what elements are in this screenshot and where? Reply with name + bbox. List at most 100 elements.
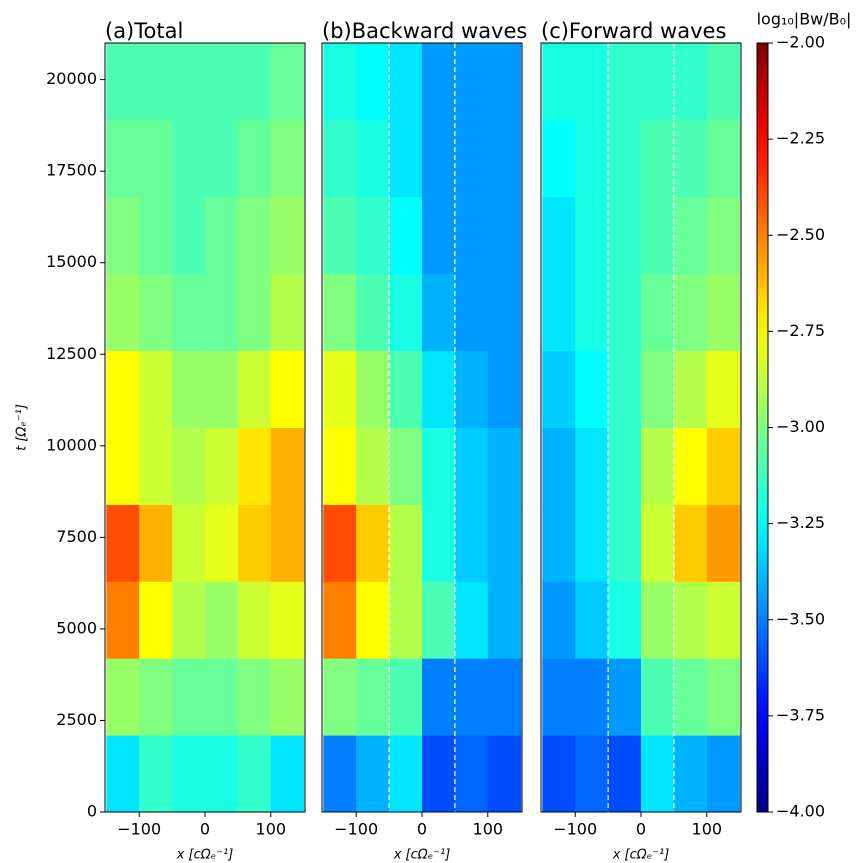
heat-cell bbox=[542, 273, 576, 352]
x-axis-label: x [cΩₑ⁻¹] bbox=[612, 848, 670, 863]
heat-cell bbox=[454, 196, 489, 275]
heat-cell bbox=[454, 581, 489, 659]
colorbar-tick-label: −2.25 bbox=[776, 129, 825, 148]
heat-cell bbox=[575, 504, 609, 582]
heat-cell bbox=[389, 581, 423, 659]
heat-cell bbox=[356, 119, 390, 198]
y-axis-label: t [Ωₑ⁻¹] bbox=[15, 404, 30, 451]
heat-cell bbox=[422, 504, 456, 582]
x-tick-label: −100 bbox=[553, 820, 597, 839]
heat-cell bbox=[641, 658, 675, 736]
panel-title: (c)Forward waves bbox=[541, 19, 726, 43]
heat-cell bbox=[542, 43, 576, 121]
heat-cell bbox=[422, 43, 456, 121]
heat-cell bbox=[323, 273, 357, 352]
heat-cell bbox=[172, 196, 206, 275]
heat-cell bbox=[356, 43, 390, 121]
heat-cell bbox=[356, 504, 390, 582]
heat-cell bbox=[608, 581, 642, 659]
y-tick-label: 0 bbox=[87, 802, 97, 821]
heat-cell bbox=[323, 735, 357, 812]
heat-cell bbox=[454, 119, 489, 198]
heat-cell bbox=[106, 196, 140, 275]
heat-cell bbox=[323, 427, 357, 505]
heat-cell bbox=[487, 581, 522, 659]
heat-cell bbox=[542, 350, 576, 428]
heat-cell bbox=[237, 735, 272, 812]
heat-cell bbox=[389, 43, 423, 121]
heat-cell bbox=[172, 273, 206, 352]
heat-cell bbox=[641, 43, 675, 121]
heat-cell bbox=[389, 427, 423, 505]
y-tick-label: 5000 bbox=[56, 618, 97, 637]
heat-cell bbox=[706, 581, 741, 659]
heat-cell bbox=[608, 735, 642, 812]
heat-cell bbox=[608, 43, 642, 121]
heat-cell bbox=[270, 273, 305, 352]
heat-cell bbox=[673, 504, 708, 582]
heat-cell bbox=[673, 581, 708, 659]
heat-cell bbox=[106, 658, 140, 736]
heat-cell bbox=[542, 735, 576, 812]
heat-cell bbox=[706, 658, 741, 736]
heat-cell bbox=[487, 504, 522, 582]
heat-cell bbox=[356, 581, 390, 659]
heat-cell bbox=[106, 735, 140, 812]
heat-cell bbox=[106, 273, 140, 352]
heat-cell bbox=[205, 735, 239, 812]
heat-cell bbox=[139, 196, 173, 275]
colorbar-tick-label: −3.25 bbox=[776, 513, 825, 532]
heat-cell bbox=[323, 504, 357, 582]
heat-cell bbox=[454, 350, 489, 428]
heat-cell bbox=[575, 350, 609, 428]
heat-cell bbox=[106, 581, 140, 659]
panel: (c)Forward waves −100 0 100 x [cΩₑ⁻¹] bbox=[540, 19, 742, 863]
heat-cell bbox=[575, 119, 609, 198]
heat-cell bbox=[172, 43, 206, 121]
heat-cell bbox=[422, 119, 456, 198]
heat-cell bbox=[673, 658, 708, 736]
heat-cell bbox=[270, 427, 305, 505]
heat-cell bbox=[542, 196, 576, 275]
heat-cell bbox=[106, 504, 140, 582]
heat-cell bbox=[139, 350, 173, 428]
heat-cell bbox=[237, 658, 272, 736]
heat-cell bbox=[106, 427, 140, 505]
heat-cell bbox=[575, 658, 609, 736]
heat-cell bbox=[205, 427, 239, 505]
heat-cell bbox=[356, 735, 390, 812]
x-axis-label: x [cΩₑ⁻¹] bbox=[176, 848, 234, 863]
heat-cell bbox=[422, 581, 456, 659]
heat-cell bbox=[673, 350, 708, 428]
heat-cell bbox=[389, 658, 423, 736]
heat-cell bbox=[608, 504, 642, 582]
colorbar-gradient bbox=[756, 42, 769, 813]
heat-cell bbox=[205, 350, 239, 428]
heat-cell bbox=[487, 196, 522, 275]
heat-cell bbox=[487, 427, 522, 505]
heat-cell bbox=[487, 350, 522, 428]
heat-cell bbox=[422, 196, 456, 275]
colorbar-tick-label: −3.00 bbox=[776, 417, 825, 436]
heat-cell bbox=[575, 273, 609, 352]
heat-cell bbox=[641, 119, 675, 198]
heat-cell bbox=[205, 119, 239, 198]
y-tick-label: 12500 bbox=[46, 344, 97, 363]
heat-cell bbox=[237, 273, 272, 352]
heat-cell bbox=[673, 273, 708, 352]
heat-cell bbox=[139, 427, 173, 505]
heat-cell bbox=[237, 504, 272, 582]
heat-cell bbox=[205, 658, 239, 736]
heat-cell bbox=[542, 427, 576, 505]
heat-cell bbox=[139, 273, 173, 352]
heat-cell bbox=[172, 658, 206, 736]
heat-cell bbox=[454, 735, 489, 812]
heat-cell bbox=[575, 43, 609, 121]
x-tick-label: −100 bbox=[334, 820, 378, 839]
panel-title: (b)Backward waves bbox=[322, 19, 527, 43]
heat-cell bbox=[237, 43, 272, 121]
heat-cell bbox=[323, 350, 357, 428]
heat-cell bbox=[608, 350, 642, 428]
heat-cell bbox=[270, 735, 305, 812]
